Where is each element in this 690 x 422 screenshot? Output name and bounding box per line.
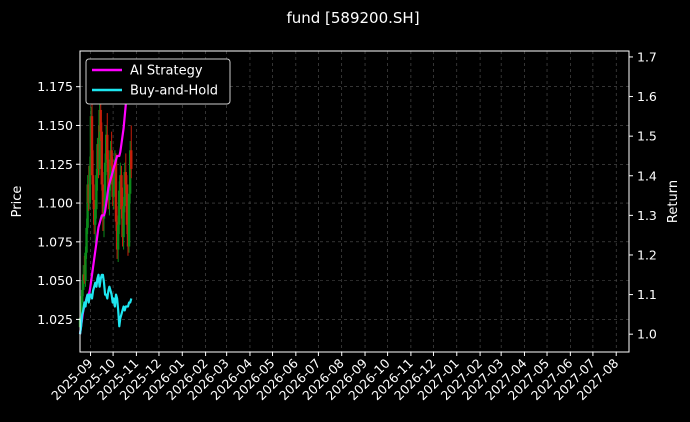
candle-body [101, 184, 105, 219]
candle-body [100, 131, 104, 185]
y-right-tick-label: 1.6 [637, 89, 657, 104]
candle-body [99, 109, 102, 132]
y-right-tick-label: 1.1 [637, 287, 657, 302]
candle-body [94, 209, 97, 225]
candle-body [114, 159, 118, 222]
y-left-tick-label: 1.025 [37, 312, 73, 327]
candle-body [79, 302, 83, 318]
candle-body [112, 178, 116, 197]
buy-and-hold-line [78, 273, 133, 335]
candle-body [128, 150, 132, 194]
candle-body [123, 172, 126, 207]
legend-label-ai-strategy: AI Strategy [130, 64, 203, 79]
candle-body [95, 175, 98, 210]
candle-body [106, 134, 109, 160]
candle-body [127, 193, 131, 247]
legend: AI Strategy Buy-and-Hold [85, 58, 231, 105]
candle-body [90, 116, 94, 176]
y-right-tick-label: 1.2 [637, 247, 657, 262]
candle-body [118, 190, 121, 225]
candle-body [86, 184, 89, 228]
y-right-tick-label: 1.7 [637, 49, 657, 64]
candle-body [120, 175, 123, 210]
y-left-tick-label: 1.100 [37, 196, 73, 211]
candle-body [84, 252, 87, 281]
y-axis-right-label: Return [666, 180, 681, 223]
candle-body [91, 175, 95, 200]
candle-body [110, 150, 113, 166]
y-left-tick-label: 1.175 [37, 79, 73, 94]
y-left-tick-label: 1.125 [37, 157, 73, 172]
y-right-tick-label: 1.5 [637, 129, 657, 144]
y-left-tick-label: 1.050 [37, 273, 73, 288]
candle-body [122, 206, 125, 238]
candle-body [82, 274, 85, 290]
y-left-tick-label: 1.150 [37, 118, 73, 133]
candle-body [88, 165, 92, 204]
candlestick-series [78, 85, 133, 331]
chart-title: fund [589200.SH] [286, 9, 419, 27]
candle-body [108, 184, 111, 200]
candle-body [85, 227, 88, 253]
candle-body [103, 162, 107, 207]
candle-body [124, 172, 128, 185]
candle-body [125, 184, 129, 225]
candle-body [107, 159, 110, 200]
y-right-tick-label: 1.3 [637, 208, 657, 223]
candle-body [80, 289, 84, 303]
candle-body [98, 109, 101, 169]
y-right-tick-label: 1.4 [637, 168, 657, 183]
y-right-tick-label: 1.0 [637, 327, 657, 342]
return-lines [78, 72, 133, 335]
y-left-tick-label: 1.075 [37, 234, 73, 249]
candle-body [130, 150, 133, 169]
y-axis-left-label: Price [10, 186, 25, 218]
plot-frame [79, 50, 630, 353]
legend-label-buy-and-hold: Buy-and-Hold [130, 84, 218, 99]
candle-body [116, 224, 120, 250]
candle-body [109, 150, 112, 185]
